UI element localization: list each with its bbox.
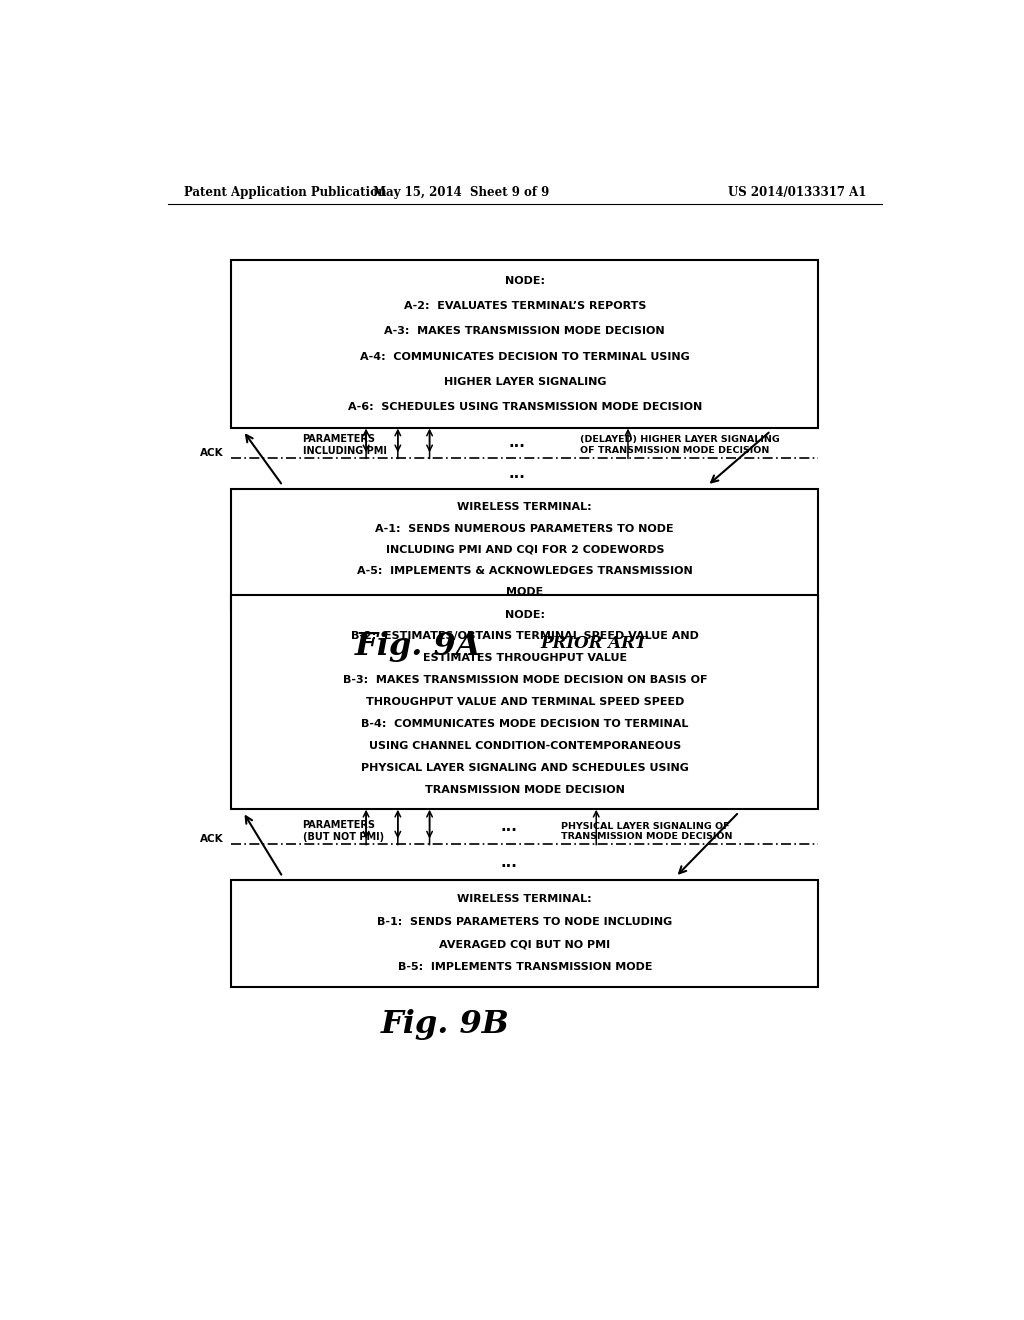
Text: PARAMETERS
(BUT NOT PMI): PARAMETERS (BUT NOT PMI) (303, 821, 384, 842)
Text: ...: ... (509, 436, 525, 450)
Text: Fig. 9B: Fig. 9B (381, 1008, 510, 1040)
Text: HIGHER LAYER SIGNALING: HIGHER LAYER SIGNALING (443, 376, 606, 387)
Text: ...: ... (509, 466, 525, 480)
Bar (231, 260, 818, 428)
Text: ...: ... (501, 820, 517, 834)
Text: ESTIMATES THROUGHPUT VALUE: ESTIMATES THROUGHPUT VALUE (423, 653, 627, 664)
Text: NODE:: NODE: (505, 276, 545, 286)
Text: US 2014/0133317 A1: US 2014/0133317 A1 (728, 186, 866, 199)
Text: A-4:  COMMUNICATES DECISION TO TERMINAL USING: A-4: COMMUNICATES DECISION TO TERMINAL U… (359, 351, 690, 362)
Text: B-1:  SENDS PARAMETERS TO NODE INCLUDING: B-1: SENDS PARAMETERS TO NODE INCLUDING (377, 917, 673, 927)
Text: PARAMETERS
INCLUDING PMI: PARAMETERS INCLUDING PMI (303, 434, 386, 455)
Text: PHYSICAL LAYER SIGNALING AND SCHEDULES USING: PHYSICAL LAYER SIGNALING AND SCHEDULES U… (360, 763, 689, 774)
Text: WIRELESS TERMINAL:: WIRELESS TERMINAL: (458, 503, 592, 512)
Text: A-6:  SCHEDULES USING TRANSMISSION MODE DECISION: A-6: SCHEDULES USING TRANSMISSION MODE D… (348, 403, 701, 412)
Text: A-3:  MAKES TRANSMISSION MODE DECISION: A-3: MAKES TRANSMISSION MODE DECISION (384, 326, 666, 337)
Text: (DELAYED) HIGHER LAYER SIGNALING
OF TRANSMISSION MODE DECISION: (DELAYED) HIGHER LAYER SIGNALING OF TRAN… (581, 436, 780, 454)
Text: B-2:  ESTIMATES/OBTAINS TERMINAL SPEED VALUE AND: B-2: ESTIMATES/OBTAINS TERMINAL SPEED VA… (351, 631, 698, 642)
Text: A-5:  IMPLEMENTS & ACKNOWLEDGES TRANSMISSION: A-5: IMPLEMENTS & ACKNOWLEDGES TRANSMISS… (357, 566, 692, 576)
Text: ...: ... (501, 855, 517, 870)
Text: B-5:  IMPLEMENTS TRANSMISSION MODE: B-5: IMPLEMENTS TRANSMISSION MODE (397, 962, 652, 973)
Text: PRIOR ART: PRIOR ART (541, 635, 648, 652)
Text: A-1:  SENDS NUMEROUS PARAMETERS TO NODE: A-1: SENDS NUMEROUS PARAMETERS TO NODE (376, 524, 674, 533)
Text: May 15, 2014  Sheet 9 of 9: May 15, 2014 Sheet 9 of 9 (373, 186, 550, 199)
Bar (231, 880, 818, 987)
Text: WIRELESS TERMINAL:: WIRELESS TERMINAL: (458, 895, 592, 904)
Text: USING CHANNEL CONDITION-CONTEMPORANEOUS: USING CHANNEL CONDITION-CONTEMPORANEOUS (369, 741, 681, 751)
Text: MODE: MODE (506, 587, 544, 597)
Text: INCLUDING PMI AND CQI FOR 2 CODEWORDS: INCLUDING PMI AND CQI FOR 2 CODEWORDS (386, 545, 664, 554)
Text: AVERAGED CQI BUT NO PMI: AVERAGED CQI BUT NO PMI (439, 940, 610, 949)
Text: NODE:: NODE: (505, 610, 545, 619)
Bar (231, 488, 818, 611)
Text: Patent Application Publication: Patent Application Publication (183, 186, 386, 199)
Text: ACK: ACK (200, 834, 223, 845)
Bar (231, 595, 818, 809)
Text: A-2:  EVALUATES TERMINAL’S REPORTS: A-2: EVALUATES TERMINAL’S REPORTS (403, 301, 646, 312)
Text: B-3:  MAKES TRANSMISSION MODE DECISION ON BASIS OF: B-3: MAKES TRANSMISSION MODE DECISION ON… (343, 676, 707, 685)
Text: ACK: ACK (200, 449, 223, 458)
Text: TRANSMISSION MODE DECISION: TRANSMISSION MODE DECISION (425, 785, 625, 795)
Text: B-4:  COMMUNICATES MODE DECISION TO TERMINAL: B-4: COMMUNICATES MODE DECISION TO TERMI… (361, 719, 688, 729)
Text: Fig. 9A: Fig. 9A (354, 631, 481, 661)
Text: PHYSICAL LAYER SIGNALING OF
TRANSMISSION MODE DECISION: PHYSICAL LAYER SIGNALING OF TRANSMISSION… (560, 821, 732, 841)
Text: THROUGHPUT VALUE AND TERMINAL SPEED SPEED: THROUGHPUT VALUE AND TERMINAL SPEED SPEE… (366, 697, 684, 708)
